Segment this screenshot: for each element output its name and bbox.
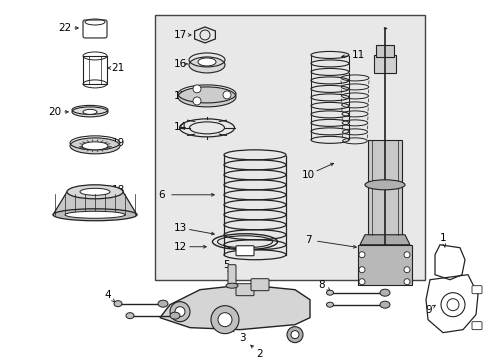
Ellipse shape [82, 142, 108, 150]
Circle shape [403, 267, 409, 273]
Ellipse shape [70, 138, 120, 154]
Circle shape [170, 302, 190, 322]
FancyBboxPatch shape [250, 279, 268, 291]
Ellipse shape [53, 209, 137, 221]
Text: 17: 17 [173, 30, 186, 40]
Circle shape [358, 279, 364, 285]
FancyBboxPatch shape [83, 20, 107, 38]
Circle shape [403, 279, 409, 285]
Text: 13: 13 [173, 223, 186, 233]
FancyBboxPatch shape [357, 245, 411, 285]
Ellipse shape [170, 312, 180, 319]
Text: 15: 15 [173, 91, 186, 101]
Ellipse shape [114, 301, 122, 307]
Ellipse shape [126, 313, 134, 319]
Ellipse shape [364, 180, 404, 190]
FancyBboxPatch shape [373, 55, 395, 73]
Circle shape [223, 91, 230, 99]
Circle shape [193, 97, 201, 105]
Text: 21: 21 [111, 63, 124, 73]
Circle shape [403, 252, 409, 258]
Circle shape [175, 307, 184, 317]
Circle shape [290, 330, 298, 339]
FancyBboxPatch shape [236, 284, 253, 296]
Ellipse shape [225, 283, 238, 288]
Text: 7: 7 [304, 235, 311, 245]
FancyBboxPatch shape [471, 322, 481, 330]
Text: 12: 12 [173, 242, 186, 252]
Ellipse shape [189, 57, 224, 73]
Polygon shape [53, 192, 137, 215]
Ellipse shape [67, 185, 123, 199]
Text: 18: 18 [111, 185, 124, 195]
Ellipse shape [80, 188, 110, 195]
FancyBboxPatch shape [83, 56, 107, 84]
Text: 19: 19 [111, 138, 124, 148]
Ellipse shape [379, 289, 389, 296]
FancyBboxPatch shape [471, 286, 481, 294]
Ellipse shape [178, 87, 236, 107]
FancyBboxPatch shape [367, 140, 401, 235]
Ellipse shape [326, 290, 333, 295]
FancyBboxPatch shape [375, 45, 393, 57]
Ellipse shape [326, 302, 333, 307]
Text: 10: 10 [301, 170, 314, 180]
Text: 2: 2 [256, 348, 263, 359]
Text: 16: 16 [173, 59, 186, 69]
Ellipse shape [65, 211, 125, 218]
Text: 1: 1 [439, 233, 446, 243]
Ellipse shape [379, 301, 389, 308]
Circle shape [218, 313, 231, 327]
Circle shape [193, 85, 201, 93]
Polygon shape [359, 235, 409, 245]
Text: 9: 9 [425, 305, 431, 315]
Text: 5: 5 [222, 260, 229, 270]
FancyBboxPatch shape [227, 265, 236, 287]
Text: 20: 20 [48, 107, 61, 117]
Text: 22: 22 [58, 23, 71, 33]
Text: 6: 6 [159, 190, 165, 200]
Circle shape [210, 306, 239, 334]
Text: 8: 8 [318, 280, 325, 290]
Ellipse shape [198, 58, 216, 66]
Ellipse shape [83, 109, 97, 114]
Ellipse shape [158, 300, 168, 307]
Text: 4: 4 [104, 290, 111, 300]
Text: 14: 14 [173, 122, 186, 132]
FancyBboxPatch shape [155, 15, 424, 280]
Text: 11: 11 [351, 50, 364, 60]
Circle shape [358, 267, 364, 273]
Circle shape [358, 252, 364, 258]
Text: 3: 3 [238, 333, 245, 343]
Polygon shape [160, 285, 309, 330]
Circle shape [286, 327, 303, 343]
Ellipse shape [72, 107, 108, 117]
FancyBboxPatch shape [236, 246, 253, 256]
